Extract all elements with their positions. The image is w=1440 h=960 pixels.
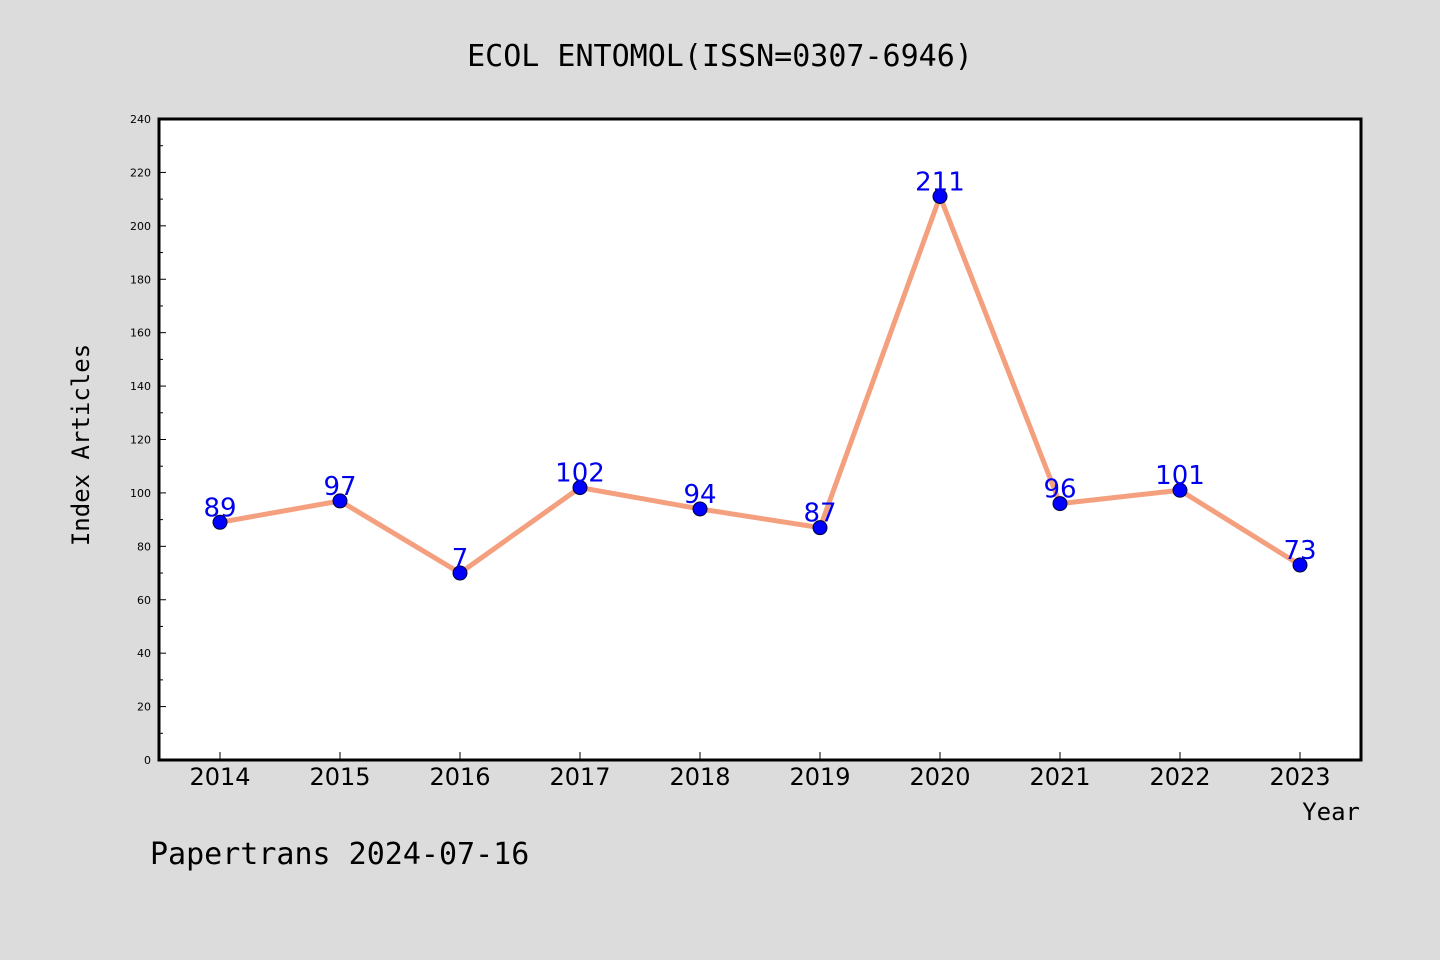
- y-tick-label: 240: [130, 113, 151, 126]
- y-tick-label: 120: [130, 434, 151, 447]
- data-point: [932, 188, 948, 204]
- x-tick-label: 2017: [549, 763, 610, 791]
- data-label: 101: [1155, 461, 1205, 491]
- x-tick-label: 2018: [669, 763, 730, 791]
- data-label: 87: [803, 499, 836, 529]
- y-tick-label: 60: [137, 594, 151, 607]
- y-axis-title: Index Articles: [67, 344, 95, 546]
- data-point: [1172, 482, 1188, 498]
- data-label: 211: [915, 167, 965, 197]
- y-tick-label: 140: [130, 380, 151, 393]
- x-tick-label: 2020: [909, 763, 970, 791]
- data-label: 89: [203, 493, 236, 523]
- series-line: [219, 193, 1302, 576]
- plot-area: [157, 117, 1363, 762]
- data-point: [812, 520, 828, 536]
- data-point: [572, 480, 588, 496]
- y-tick-label: 20: [137, 701, 151, 714]
- x-tick-label: 2021: [1029, 763, 1090, 791]
- data-point: [1292, 557, 1308, 573]
- y-tick-label: 220: [130, 166, 151, 179]
- x-tick-label: 2016: [429, 763, 490, 791]
- data-label: 96: [1043, 475, 1076, 505]
- data-point: [212, 514, 228, 530]
- footer-text: Papertrans 2024-07-16: [150, 837, 529, 872]
- x-tick-label: 2023: [1269, 763, 1330, 791]
- y-tick-label: 180: [130, 273, 151, 286]
- y-axis: 0 20 40 60 80 100 120 140 160 180 200 220 240: [130, 113, 166, 767]
- x-tick-label: 2014: [189, 763, 250, 791]
- data-label: 97: [323, 472, 356, 502]
- y-tick-label: 160: [130, 327, 151, 340]
- x-tick-label: 2022: [1149, 763, 1210, 791]
- data-label: 94: [683, 480, 716, 510]
- chart-title: ECOL ENTOMOL(ISSN=0307-6946): [467, 39, 973, 74]
- x-axis-title: Year: [1302, 798, 1360, 826]
- data-label: 73: [1283, 536, 1316, 566]
- data-label: 102: [555, 459, 605, 489]
- data-point: [692, 501, 708, 517]
- y-tick-label: 80: [137, 540, 151, 553]
- x-tick-label: 2015: [309, 763, 370, 791]
- y-tick-label: 100: [130, 487, 151, 500]
- x-tick-label: 2019: [789, 763, 850, 791]
- data-label: 7: [452, 544, 469, 574]
- y-tick-label: 200: [130, 220, 151, 233]
- series-layer: 89 97 7 102 94 87 211 96 101 73: [203, 167, 1317, 581]
- data-point: [1052, 496, 1068, 512]
- data-point: [332, 493, 348, 509]
- data-point: [452, 565, 468, 581]
- y-tick-label: 0: [144, 754, 151, 767]
- x-axis: 2014 2015 2016 2017 2018 2019 2020 2021 2022 2023: [189, 752, 1331, 791]
- y-tick-label: 40: [137, 647, 151, 660]
